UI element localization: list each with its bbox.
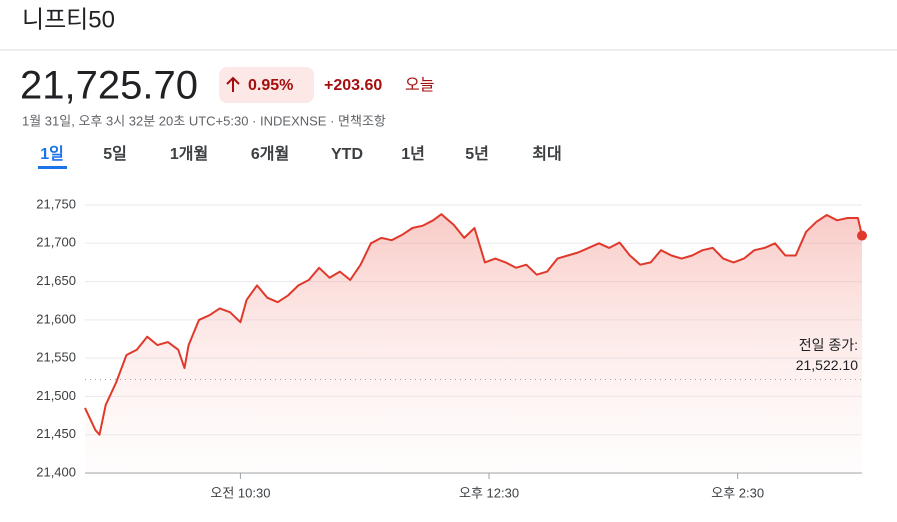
tab[interactable]: 6개월 (251, 144, 289, 163)
tab[interactable]: 최대 (532, 144, 561, 163)
tab-underline (38, 166, 67, 169)
y-tick-label: 21,600 (36, 311, 76, 326)
x-tick-label: 오후 12:30 (459, 485, 519, 500)
y-tick-label: 21,750 (36, 196, 76, 211)
change: +203.60 (324, 77, 382, 94)
tab[interactable]: 1개월 (170, 144, 208, 163)
up-arrow (226, 76, 240, 92)
price-line (84, 213, 863, 436)
period: 오늘 (405, 76, 434, 94)
y-tick-label: 21,650 (36, 273, 76, 288)
tab[interactable]: 1일 (40, 145, 64, 163)
area (85, 214, 862, 473)
previous-close-label: 전일 종가: (799, 337, 858, 353)
quote-info: 1월 31일, 오후 3시 32분 20초 UTC+5:30 · INDEXNS… (22, 113, 386, 128)
tab[interactable]: 5년 (465, 144, 489, 163)
price: 21,725.70 (20, 64, 198, 108)
tab[interactable]: 5일 (103, 145, 127, 163)
y-tick-label: 21,550 (36, 350, 76, 365)
tab[interactable]: YTD (331, 146, 363, 163)
y-tick-label: 21,500 (36, 388, 76, 403)
last-point (857, 230, 867, 241)
change-percent: 0.95% (248, 77, 293, 94)
change-badge (219, 67, 314, 103)
tab[interactable]: 1년 (401, 144, 425, 163)
y-tick-label: 21,700 (36, 235, 76, 250)
x-tick-label: 오전 10:30 (210, 485, 270, 500)
y-tick-label: 21,400 (36, 464, 76, 479)
title: 니프티50 (22, 6, 115, 33)
x-tick-label: 오후 2:30 (711, 485, 764, 500)
y-tick-label: 21,450 (36, 426, 76, 441)
previous-close-value: 21,522.10 (796, 357, 858, 373)
